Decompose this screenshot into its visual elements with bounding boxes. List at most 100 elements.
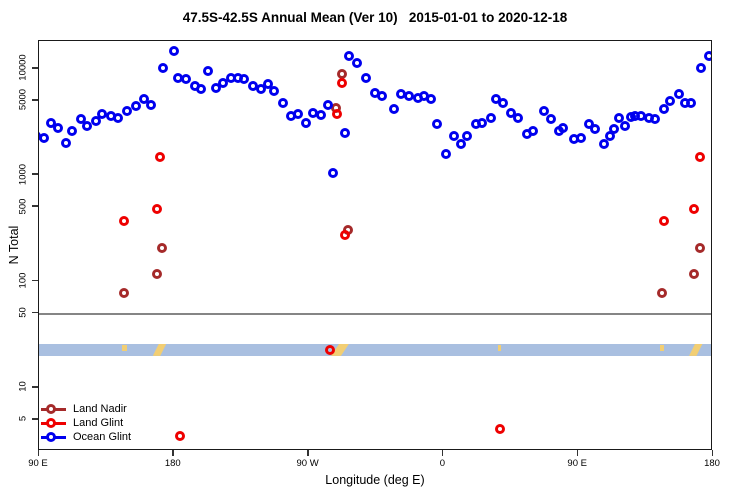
y-axis-tick [32,386,38,388]
data-point-ocean-glint [546,113,557,124]
data-point-ocean-glint [351,57,362,68]
map-band-land-patch [659,344,665,351]
reference-line-50 [39,312,711,315]
legend-marker-circle [46,404,56,414]
data-point-land-glint [336,77,347,88]
data-point-ocean-glint [486,112,497,123]
data-point-ocean-glint [60,137,71,148]
data-point-land-glint [174,431,185,442]
data-point-ocean-glint [528,125,539,136]
x-axis-tick [307,450,309,456]
y-axis-tick [32,279,38,282]
data-point-ocean-glint [388,103,399,114]
data-point-ocean-glint [703,51,711,62]
x-axis-tick-label: 90 E [567,458,587,469]
y-axis-tick [32,205,38,207]
data-point-land-nadir [119,288,130,299]
data-point-ocean-glint [203,65,214,76]
data-point-ocean-glint [138,93,149,104]
y-axis-tick-label: 5000 [17,89,29,111]
legend-marker-circle [46,432,56,442]
legend-label: Land Glint [73,417,124,429]
y-axis-tick [32,67,38,69]
data-point-ocean-glint [403,90,414,101]
data-point-ocean-glint [649,113,660,124]
data-point-ocean-glint [315,109,326,120]
map-band-land-patch [122,344,127,351]
data-point-ocean-glint [613,112,624,123]
data-point-ocean-glint [218,77,229,88]
data-point-land-glint [324,344,335,355]
data-point-ocean-glint [609,123,620,134]
data-point-ocean-glint [448,130,459,141]
data-point-ocean-glint [619,120,630,131]
data-point-ocean-glint [558,122,569,133]
data-point-ocean-glint [300,117,311,128]
data-point-ocean-glint [432,118,443,129]
data-point-ocean-glint [513,112,524,123]
x-axis-tick-label: 0 [439,458,446,469]
legend-marker-circle [46,418,56,428]
data-point-ocean-glint [255,83,266,94]
x-axis-tick-label: 90 W [296,458,319,469]
data-point-ocean-glint [131,100,142,111]
data-point-ocean-glint [360,72,371,83]
data-point-ocean-glint [75,113,86,124]
data-point-land-glint [155,151,166,162]
data-point-land-glint [495,424,506,435]
map-band-ocean [39,343,711,356]
plot-area: Land Nadir Land Glint Ocean Glint [38,40,712,450]
data-point-ocean-glint [53,122,64,133]
data-point-ocean-glint [278,97,289,108]
data-point-ocean-glint [168,45,179,56]
data-point-ocean-glint [66,125,77,136]
data-point-land-glint [332,108,343,119]
y-axis-tick [32,418,38,420]
data-point-land-nadir [336,68,347,79]
data-point-ocean-glint [210,82,221,93]
data-point-ocean-glint [122,105,133,116]
x-axis-tick-label: 180 [704,458,720,469]
data-point-ocean-glint [263,79,274,89]
data-point-ocean-glint [441,148,452,159]
data-point-ocean-glint [327,167,338,178]
data-point-land-glint [119,215,130,226]
x-axis-tick-label: 90 E [28,458,48,469]
data-point-ocean-glint [90,115,101,126]
data-point-land-glint [688,203,699,214]
data-point-ocean-glint [293,108,304,119]
data-point-ocean-glint [39,132,49,143]
data-point-ocean-glint [538,105,549,116]
data-point-ocean-glint [339,127,350,138]
data-point-ocean-glint [323,99,334,110]
data-point-land-glint [658,215,669,226]
data-point-ocean-glint [239,73,250,84]
data-point-land-nadir [694,242,705,253]
legend-label: Ocean Glint [73,431,132,443]
data-point-ocean-glint [180,73,191,84]
data-point-ocean-glint [589,123,600,134]
data-point-ocean-glint [505,107,516,118]
data-point-ocean-glint [113,112,124,123]
data-point-land-nadir [152,268,163,279]
data-point-ocean-glint [477,117,488,128]
data-point-ocean-glint [462,130,473,141]
x-axis-tick [441,450,444,456]
x-axis-tick [711,450,713,456]
data-point-ocean-glint [498,97,509,108]
data-point-land-nadir [657,288,668,299]
data-point-ocean-glint [146,99,157,110]
data-point-ocean-glint [673,88,684,99]
x-axis-tick-label: 180 [164,458,181,469]
y-axis-tick-label: 50 [17,307,29,318]
data-point-ocean-glint [576,132,587,143]
data-point-ocean-glint [158,62,169,73]
data-point-ocean-glint [195,83,206,94]
x-axis-label: Longitude (deg E) [325,473,425,487]
y-axis-tick [32,173,38,175]
data-point-ocean-glint [598,138,609,149]
x-axis-tick [37,450,39,456]
x-axis-tick [576,450,579,456]
data-point-ocean-glint [269,85,280,96]
